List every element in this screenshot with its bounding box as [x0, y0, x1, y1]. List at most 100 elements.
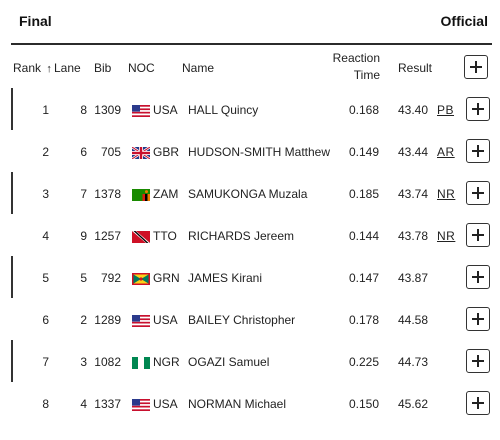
athlete-name[interactable]: BAILEY Christopher	[188, 313, 296, 327]
plus-icon	[472, 145, 484, 157]
lane-cell: 6	[80, 145, 87, 159]
result-cell: 43.44	[398, 145, 429, 159]
bib-cell: 705	[100, 145, 121, 159]
plus-icon	[472, 229, 484, 241]
athlete-name[interactable]: OGAZI Samuel	[188, 355, 270, 369]
plus-icon	[470, 61, 482, 73]
reaction-cell: 0.225	[348, 355, 379, 369]
column-name: Name	[182, 61, 215, 75]
noc-cell: NGR	[153, 355, 180, 369]
add-row-button[interactable]	[466, 265, 490, 289]
record-badge[interactable]: AR	[437, 145, 455, 159]
plus-icon	[472, 187, 484, 199]
usa-flag-icon	[132, 315, 150, 327]
reaction-cell: 0.168	[348, 103, 379, 117]
record-badge[interactable]: NR	[437, 229, 456, 243]
plus-icon	[472, 313, 484, 325]
column-time-label: Time	[353, 68, 380, 82]
athlete-name[interactable]: SAMUKONGA Muzala	[188, 187, 308, 201]
lane-cell: 2	[80, 313, 87, 327]
add-row-button[interactable]	[466, 139, 490, 163]
plus-icon	[472, 397, 484, 409]
result-cell: 43.74	[398, 187, 429, 201]
usa-flag-icon	[132, 399, 150, 411]
noc-cell: USA	[153, 397, 178, 411]
record-badge[interactable]: PB	[437, 103, 455, 117]
column-rank-label: Rank	[13, 61, 42, 75]
plus-icon	[472, 355, 484, 367]
table-row: 4 9 1257 TTO RICHARDS Jereem 0.144 43.78…	[11, 214, 492, 256]
noc-cell: GBR	[153, 145, 180, 159]
reaction-cell: 0.185	[348, 187, 379, 201]
lane-cell: 9	[80, 229, 87, 243]
rank-cell: 1	[42, 103, 49, 117]
reaction-cell: 0.149	[348, 145, 379, 159]
zam-flag-icon	[132, 189, 150, 201]
bib-cell: 1309	[94, 103, 121, 117]
add-row-button[interactable]	[466, 391, 490, 415]
table-row: 7 3 1082 NGR OGAZI Samuel 0.225 44.73	[11, 340, 492, 382]
bib-cell: 1378	[94, 187, 121, 201]
add-row-button[interactable]	[466, 181, 490, 205]
athlete-name[interactable]: JAMES Kirani	[188, 271, 263, 285]
header-divider	[11, 43, 492, 45]
add-row-button[interactable]	[466, 349, 490, 373]
lane-cell: 8	[80, 103, 87, 117]
bib-cell: 1257	[94, 229, 121, 243]
column-reaction-time: Reaction Time	[318, 50, 380, 84]
result-cell: 43.40	[398, 103, 429, 117]
sort-up-icon: ↑	[46, 63, 52, 75]
noc-cell: USA	[153, 313, 178, 327]
bib-cell: 1337	[94, 397, 121, 411]
status-label: Official	[440, 13, 488, 29]
lane-cell: 4	[80, 397, 87, 411]
column-reaction-label: Reaction	[332, 51, 380, 65]
plus-icon	[472, 103, 484, 115]
grn-flag-icon	[132, 273, 150, 285]
bib-cell: 792	[100, 271, 121, 285]
bib-cell: 1289	[94, 313, 121, 327]
result-cell: 43.87	[398, 271, 429, 285]
gbr-flag-icon	[132, 147, 150, 159]
noc-cell: ZAM	[153, 187, 179, 201]
athlete-name[interactable]: NORMAN Michael	[188, 397, 287, 411]
table-row: 6 2 1289 USA BAILEY Christopher 0.178 44…	[11, 298, 492, 340]
reaction-cell: 0.147	[348, 271, 379, 285]
table-row: 2 6 705 GBR HUDSON-SMITH Matthew 0.149 4…	[11, 130, 492, 172]
column-rank[interactable]: Rank ↑	[13, 61, 52, 75]
noc-cell: USA	[153, 103, 178, 117]
table-row: 5 5 792 GRN JAMES Kirani 0.147 43.87	[11, 256, 492, 298]
add-row-button[interactable]	[466, 97, 490, 121]
column-lane: Lane	[54, 61, 81, 75]
column-noc: NOC	[128, 61, 155, 75]
table-row: 1 8 1309 USA HALL Quincy 0.168 43.40 PB	[11, 88, 492, 130]
rank-cell: 3	[42, 187, 49, 201]
rank-cell: 6	[42, 313, 49, 327]
reaction-cell: 0.178	[348, 313, 379, 327]
bib-cell: 1082	[94, 355, 121, 369]
athlete-name[interactable]: HUDSON-SMITH Matthew	[188, 145, 331, 159]
column-result: Result	[398, 61, 433, 75]
results-header: Final Official	[0, 0, 500, 45]
table-row: 3 7 1378 ZAM SAMUKONGA Muzala 0.185 43.7…	[11, 172, 492, 214]
reaction-cell: 0.150	[348, 397, 379, 411]
rank-cell: 8	[42, 397, 49, 411]
athlete-name[interactable]: HALL Quincy	[188, 103, 259, 117]
lane-cell: 7	[80, 187, 87, 201]
noc-cell: GRN	[153, 271, 180, 285]
rank-cell: 7	[42, 355, 49, 369]
athlete-name[interactable]: RICHARDS Jereem	[188, 229, 295, 243]
rank-cell: 2	[42, 145, 49, 159]
plus-icon	[472, 271, 484, 283]
usa-flag-icon	[132, 105, 150, 117]
table-row: 8 4 1337 USA NORMAN Michael 0.150 45.62	[11, 382, 492, 424]
tto-flag-icon	[132, 231, 150, 243]
add-row-button[interactable]	[466, 307, 490, 331]
record-badge[interactable]: NR	[437, 187, 456, 201]
rank-cell: 5	[42, 271, 49, 285]
lane-cell: 3	[80, 355, 87, 369]
add-all-button[interactable]	[464, 55, 488, 79]
result-cell: 45.62	[398, 397, 429, 411]
add-row-button[interactable]	[466, 223, 490, 247]
column-bib: Bib	[94, 61, 112, 75]
